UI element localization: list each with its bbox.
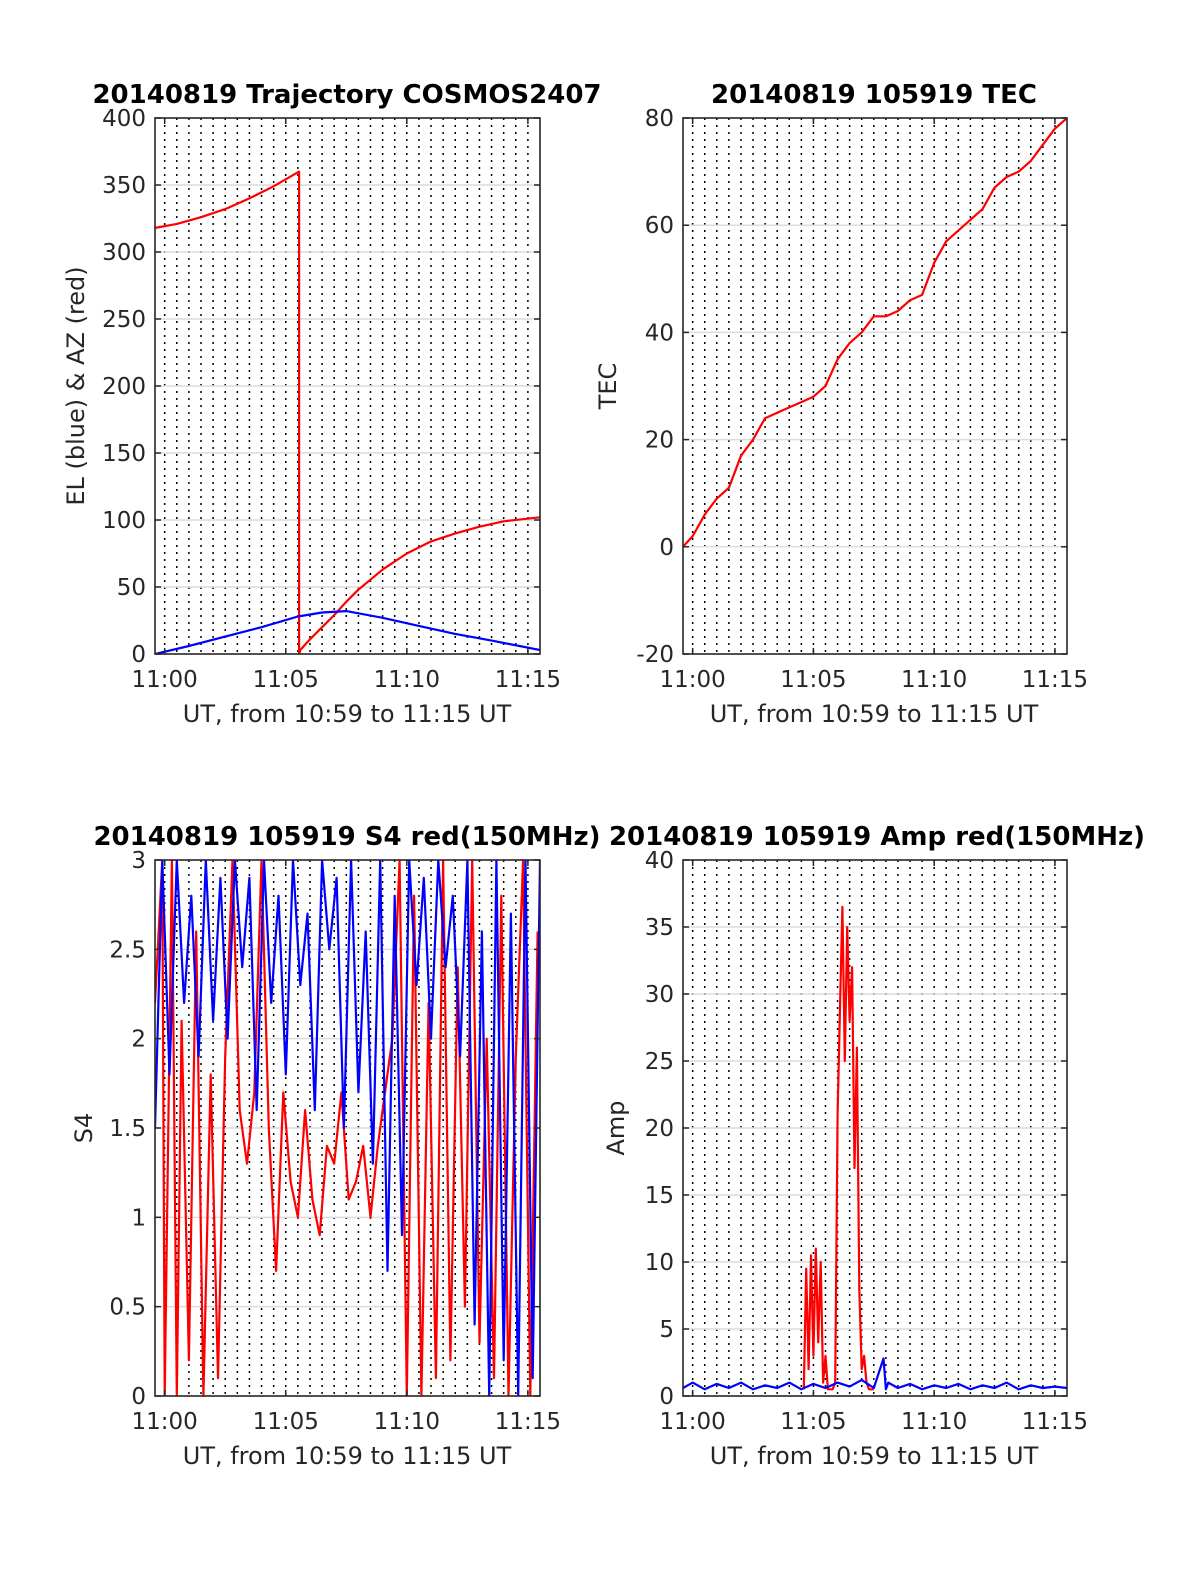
y-axis-label: S4 <box>70 1113 98 1144</box>
x-tick-label: 11:05 <box>780 667 846 693</box>
x-tick-label: 11:15 <box>495 667 561 693</box>
y-tick-label: 80 <box>645 106 674 132</box>
y-tick-label: 400 <box>102 106 146 132</box>
y-tick-label: 50 <box>117 575 146 601</box>
y-tick-label: 40 <box>645 848 674 874</box>
y-axis-label: EL (blue) & AZ (red) <box>62 266 90 505</box>
y-tick-label: 350 <box>102 173 146 199</box>
y-tick-label: 100 <box>102 508 146 534</box>
x-tick-label: 11:00 <box>132 667 198 693</box>
x-tick-label: 11:15 <box>495 1409 561 1435</box>
y-tick-label: 10 <box>645 1250 674 1276</box>
series-line <box>155 609 540 654</box>
y-tick-label: 2 <box>131 1027 146 1053</box>
y-tick-label: 1.5 <box>109 1116 146 1142</box>
axes-box <box>682 117 1068 655</box>
tec-panel: 20140819 105919 TEC UT, from 10:59 to 11… <box>594 80 1088 728</box>
y-tick-label: 0.5 <box>109 1295 146 1321</box>
y-tick-label: 0 <box>131 1384 146 1410</box>
y-tick-label: 2.5 <box>109 937 146 963</box>
y-tick-label: 25 <box>645 1049 674 1075</box>
x-tick-label: 11:10 <box>901 1409 967 1435</box>
x-tick-label: 11:15 <box>1022 667 1088 693</box>
y-tick-label: 15 <box>645 1183 674 1209</box>
y-tick-label: 60 <box>645 213 674 239</box>
y-tick-label: 40 <box>645 320 674 346</box>
panel-title: 20140819 Trajectory COSMOS2407 <box>92 80 601 110</box>
y-tick-label: 300 <box>102 240 146 266</box>
x-tick-label: 11:00 <box>660 1409 726 1435</box>
series-line <box>155 860 540 1396</box>
x-tick-label: 11:10 <box>374 667 440 693</box>
x-axis-label: UT, from 10:59 to 11:15 UT <box>710 700 1039 728</box>
series-line <box>155 170 540 654</box>
y-tick-label: 3 <box>131 848 146 874</box>
y-axis-label: TEC <box>594 363 622 411</box>
x-tick-label: 11:15 <box>1022 1409 1088 1435</box>
amp-panel: 20140819 105919 Amp red(150MHz) UT, from… <box>602 822 1145 1470</box>
y-tick-label: 250 <box>102 307 146 333</box>
panel-title: 20140819 105919 TEC <box>711 80 1037 110</box>
panel-title: 20140819 105919 S4 red(150MHz) <box>93 822 600 852</box>
panel-title: 20140819 105919 Amp red(150MHz) <box>609 822 1145 852</box>
x-tick-label: 11:10 <box>901 667 967 693</box>
y-tick-label: 0 <box>131 642 146 668</box>
y-tick-label: 150 <box>102 441 146 467</box>
y-tick-label: 5 <box>659 1317 674 1343</box>
series-line <box>155 860 539 1396</box>
y-tick-label: 35 <box>645 915 674 941</box>
s4-panel: 20140819 105919 S4 red(150MHz) UT, from … <box>70 822 601 1470</box>
x-tick-label: 11:05 <box>780 1409 846 1435</box>
y-tick-label: 0 <box>659 1384 674 1410</box>
y-tick-label: 0 <box>659 535 674 561</box>
y-tick-label: 1 <box>131 1205 146 1231</box>
x-axis-label: UT, from 10:59 to 11:15 UT <box>710 1442 1039 1470</box>
y-tick-label: 30 <box>645 982 674 1008</box>
series-line <box>683 118 1067 548</box>
x-tick-label: 11:05 <box>253 667 319 693</box>
x-tick-label: 11:05 <box>253 1409 319 1435</box>
x-tick-label: 11:10 <box>374 1409 440 1435</box>
y-tick-label: -20 <box>636 642 674 668</box>
y-tick-label: 20 <box>645 428 674 454</box>
y-tick-label: 20 <box>645 1116 674 1142</box>
y-tick-label: 200 <box>102 374 146 400</box>
x-axis-label: UT, from 10:59 to 11:15 UT <box>183 1442 512 1470</box>
series-line <box>802 905 874 1391</box>
x-tick-label: 11:00 <box>660 667 726 693</box>
trajectory-panel: 20140819 Trajectory COSMOS2407 UT, from … <box>62 80 602 728</box>
x-tick-label: 11:00 <box>132 1409 198 1435</box>
y-axis-label: Amp <box>602 1100 630 1155</box>
x-axis-label: UT, from 10:59 to 11:15 UT <box>183 700 512 728</box>
series-line <box>683 1357 1067 1391</box>
